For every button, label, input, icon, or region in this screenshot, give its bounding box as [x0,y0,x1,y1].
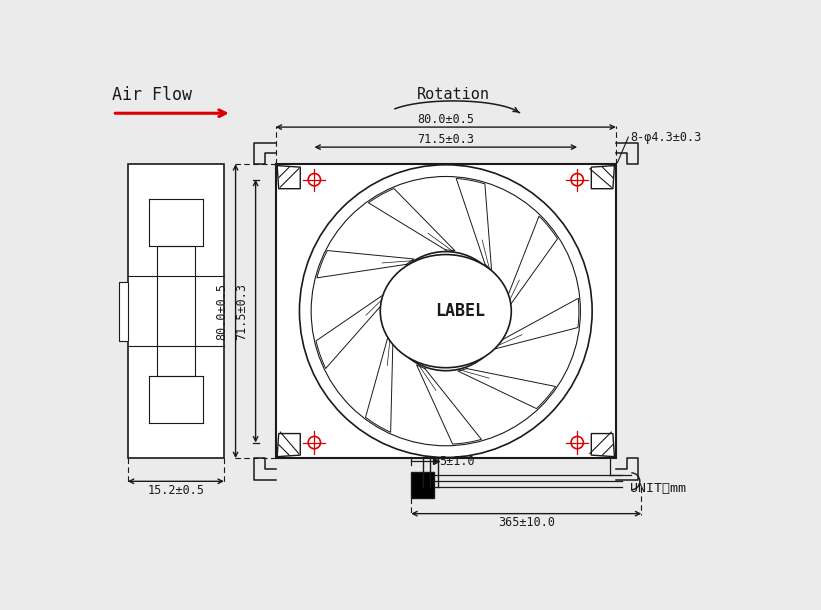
Text: 5±1.0: 5±1.0 [439,455,475,468]
Text: UNIT：mm: UNIT：mm [630,483,686,495]
Text: Rotation: Rotation [417,87,490,102]
Ellipse shape [380,254,511,368]
Text: 71.5±0.3: 71.5±0.3 [235,282,248,340]
Text: 8-φ4.3±0.3: 8-φ4.3±0.3 [630,131,701,143]
Bar [118,282,128,340]
Circle shape [397,262,494,360]
Bar [411,472,434,498]
Text: 71.5±0.3: 71.5±0.3 [417,133,475,146]
Text: 15.2±0.5: 15.2±0.5 [148,484,204,497]
Bar [157,246,195,376]
Bar [128,164,224,458]
Text: 365±10.0: 365±10.0 [498,517,555,529]
Bar [276,164,616,458]
Text: 80.0±0.5: 80.0±0.5 [215,282,228,340]
Text: 80.0±0.5: 80.0±0.5 [417,113,475,126]
Text: LABEL: LABEL [434,302,484,320]
Text: Air Flow: Air Flow [112,86,192,104]
Circle shape [386,251,506,371]
